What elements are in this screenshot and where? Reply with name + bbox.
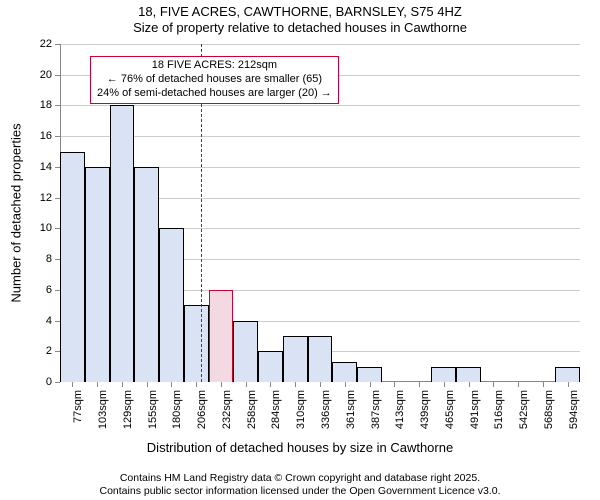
y-tick-label: 14 — [40, 161, 60, 173]
annotation-line-2: ← 76% of detached houses are smaller (65… — [97, 73, 332, 87]
x-tick-label: 594sqm — [568, 382, 580, 429]
y-tick-label: 10 — [40, 222, 60, 234]
histogram-bar — [283, 336, 308, 382]
x-tick-label: 413sqm — [394, 382, 406, 429]
annotation-box: 18 FIVE ACRES: 212sqm← 76% of detached h… — [90, 56, 339, 103]
y-tick-label: 0 — [46, 376, 60, 388]
footnote: Contains HM Land Registry data © Crown c… — [100, 472, 501, 498]
x-axis-label: Distribution of detached houses by size … — [147, 440, 453, 455]
x-tick-label: 310sqm — [295, 382, 307, 429]
histogram-bar — [159, 228, 184, 382]
x-tick-label: 387sqm — [370, 382, 382, 429]
histogram-bar — [134, 167, 159, 382]
gridline — [60, 44, 580, 45]
histogram-bar — [456, 367, 481, 382]
gridline — [60, 105, 580, 106]
histogram-bar — [258, 351, 283, 382]
y-tick-label: 6 — [46, 284, 60, 296]
x-tick-label: 155sqm — [147, 382, 159, 429]
x-tick-label: 516sqm — [493, 382, 505, 429]
chart-title: 18, FIVE ACRES, CAWTHORNE, BARNSLEY, S75… — [0, 0, 600, 37]
x-tick-label: 336sqm — [320, 382, 332, 429]
y-axis-label: Number of detached properties — [9, 123, 24, 302]
x-tick-label: 180sqm — [171, 382, 183, 429]
plot-area: 024681012141618202277sqm103sqm129sqm155s… — [60, 44, 580, 382]
x-tick-label: 491sqm — [469, 382, 481, 429]
histogram-bar — [357, 367, 382, 382]
footnote-line-2: Contains public sector information licen… — [100, 485, 501, 498]
x-tick-label: 232sqm — [221, 382, 233, 429]
y-tick-label: 8 — [46, 253, 60, 265]
y-tick-label: 22 — [40, 38, 60, 50]
x-tick-label: 465sqm — [444, 382, 456, 429]
y-tick-label: 4 — [46, 315, 60, 327]
footnote-line-1: Contains HM Land Registry data © Crown c… — [100, 472, 501, 485]
y-tick-label: 18 — [40, 99, 60, 111]
x-tick-label: 361sqm — [345, 382, 357, 429]
histogram-bar — [431, 367, 456, 382]
y-tick-label: 2 — [46, 345, 60, 357]
annotation-line-1: 18 FIVE ACRES: 212sqm — [97, 59, 332, 73]
histogram-bar — [110, 105, 135, 382]
y-tick-label: 12 — [40, 192, 60, 204]
x-tick-label: 284sqm — [270, 382, 282, 429]
gridline — [60, 136, 580, 137]
title-line-1: 18, FIVE ACRES, CAWTHORNE, BARNSLEY, S75… — [0, 4, 600, 20]
x-tick-label: 258sqm — [246, 382, 258, 429]
x-tick-label: 206sqm — [196, 382, 208, 429]
title-line-2: Size of property relative to detached ho… — [0, 20, 600, 36]
histogram-bar — [85, 167, 110, 382]
histogram-bar — [332, 362, 357, 382]
x-tick-label: 129sqm — [122, 382, 134, 429]
x-tick-label: 439sqm — [419, 382, 431, 429]
x-tick-label: 103sqm — [97, 382, 109, 429]
annotation-line-3: 24% of semi-detached houses are larger (… — [97, 87, 332, 101]
y-tick-label: 20 — [40, 69, 60, 81]
histogram-bar — [308, 336, 333, 382]
x-tick-label: 77sqm — [72, 382, 84, 423]
histogram-bar — [209, 290, 234, 382]
chart-container: 18, FIVE ACRES, CAWTHORNE, BARNSLEY, S75… — [0, 0, 600, 500]
x-tick-label: 568sqm — [543, 382, 555, 429]
x-tick-label: 542sqm — [518, 382, 530, 429]
y-tick-label: 16 — [40, 130, 60, 142]
histogram-bar — [233, 321, 258, 382]
histogram-bar — [184, 305, 209, 382]
histogram-bar — [555, 367, 580, 382]
histogram-bar — [60, 152, 85, 382]
